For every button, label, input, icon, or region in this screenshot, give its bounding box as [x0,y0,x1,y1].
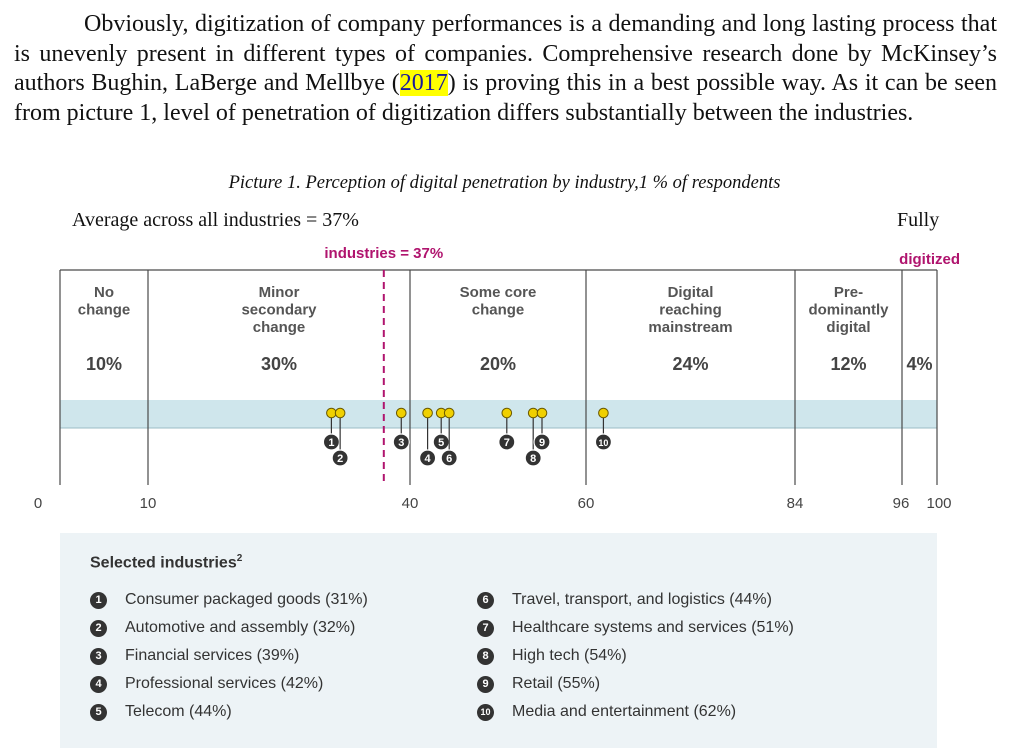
category-label: change [78,302,131,319]
category-share: 30% [261,354,297,374]
legend-item-text: Automotive and assembly (32%) [125,619,356,636]
legend-number-badge: 4 [90,675,107,693]
legend-item-text: High tech (54%) [512,647,627,664]
legend-item: 10 Media and entertainment (62%) [477,701,736,723]
category-share: 24% [672,354,708,374]
legend-number-badge: 3 [90,647,107,665]
category-label: reaching [659,302,722,319]
category-label: mainstream [648,319,732,336]
legend-number-badge: 8 [477,647,494,665]
figure-caption: Picture 1. Perception of digital penetra… [228,173,781,193]
industry-badge-number: 5 [438,437,444,449]
paragraph-text-before: Obviously, digitization of company perfo… [14,11,997,96]
legend-item-text: Media and entertainment (62%) [512,703,737,720]
industry-badge-number: 9 [539,437,545,449]
category-label: Some core [460,284,537,301]
legend-title: Selected industries2 [90,553,242,572]
legend-number-badge: 7 [477,619,494,637]
industry-badge-number: 4 [425,453,432,465]
pin-head [422,407,433,419]
industry-badge-number: 6 [446,453,452,465]
pin-head [326,407,337,419]
category-label: digital [826,319,870,336]
industry-badge [322,433,340,451]
legend-item: 1 Consumer packaged goods (31%) [90,589,368,611]
industry-badge [524,449,542,467]
pin-head [334,407,346,419]
industry-badge-number: 10 [598,438,608,448]
legend-item-text: Professional services (42%) [125,675,324,692]
legend-item-text: Financial services (39%) [125,647,300,664]
category-label: change [472,302,525,319]
industry-badge-number: 2 [337,453,343,465]
industry-badge [594,433,613,451]
industry-badge-number: 8 [530,453,536,465]
x-tick-label: 60 [578,495,595,512]
legend-item-text: Travel, transport, and logistics (44%) [512,591,772,608]
pin-head [395,407,407,419]
legend-item: 3 Financial services (39%) [90,645,299,667]
category-share: 4% [906,354,932,374]
pin-head [501,407,513,419]
legend-item: 9 Retail (55%) [477,673,600,695]
legend-number-badge: 1 [90,591,107,609]
legend-title-footnote: 2 [236,553,243,564]
industry-badge [419,449,437,467]
legend-number-badge: 5 [90,703,107,721]
x-tick-label: 10 [140,495,157,512]
industry-badge [498,433,516,451]
industries-average-label: industries = 37% [324,245,443,262]
legend-item-text: Consumer packaged goods (31%) [125,591,368,608]
industry-badge [533,433,551,451]
legend-number-badge: 9 [477,675,494,693]
category-share: 20% [480,354,516,374]
body-paragraph: Obviously, digitization of company perfo… [14,10,997,128]
legend-item: 8 High tech (54%) [477,645,627,667]
legend-item: 2 Automotive and assembly (32%) [90,617,355,639]
industry-badge [331,449,349,467]
category-label: Digital [668,284,714,301]
x-tick-label: 0 [34,495,42,512]
x-tick-label: 84 [787,495,804,512]
category-label: No [94,284,114,301]
legend-item-text: Retail (55%) [512,675,601,692]
pin-head [527,407,539,419]
pin-head [443,407,455,419]
legend-item-text: Healthcare systems and services (51%) [512,619,794,636]
industry-badge [440,449,458,467]
category-share: 12% [830,354,866,374]
category-label: secondary [241,302,317,319]
legend-item-text: Telecom (44%) [125,703,232,720]
category-label: Minor [259,284,300,301]
paragraph-text-after: ) is proving this in a best possible way… [14,70,997,126]
legend-number-badge: 10 [477,703,494,721]
x-tick-label: 40 [402,495,419,512]
category-share: 10% [86,354,122,374]
legend-item: 6 Travel, transport, and logistics (44%) [477,589,772,611]
industry-badge-number: 1 [328,437,334,449]
fully-label: Fully [897,209,940,231]
industry-badge-number: 3 [398,437,404,449]
category-label: dominantly [808,302,889,319]
category-label: Pre- [834,284,863,301]
legend-item: 4 Professional services (42%) [90,673,323,695]
pin-head [598,407,609,419]
citation-year-link[interactable]: 2017 [399,70,448,96]
legend-item: 5 Telecom (44%) [90,701,232,723]
industry-badge-number: 7 [504,437,510,449]
x-tick-label: 96 [893,495,910,512]
legend-item: 7 Healthcare systems and services (51%) [477,617,794,639]
pin-head [536,407,548,419]
highlight-band [60,400,937,428]
legend-number-badge: 6 [477,591,494,609]
legend-title-text: Selected industries [90,554,237,572]
x-tick-label: 100 [926,495,951,512]
legend-number-badge: 2 [90,619,107,637]
legend-box [60,533,937,748]
average-label: Average across all industries = 37% [72,209,359,231]
industry-badge [392,433,410,451]
digitized-label: digitized [899,251,960,268]
category-label: change [253,319,306,336]
